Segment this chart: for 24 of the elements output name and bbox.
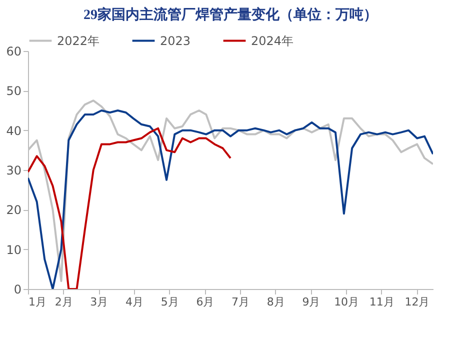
x-tick-label: 7月 bbox=[232, 296, 250, 308]
x-tick-label: 5月 bbox=[160, 296, 179, 308]
y-tick-label: 60 bbox=[6, 44, 22, 58]
chart-title: 29家国内主流管厂焊管产量变化（单位：万吨） bbox=[84, 6, 378, 23]
x-tick-label: 12月 bbox=[404, 296, 430, 308]
y-tick-label: 0 bbox=[14, 282, 22, 296]
x-tick-label: 2月 bbox=[54, 296, 73, 308]
x-tick-label: 8月 bbox=[266, 296, 285, 308]
line-series bbox=[28, 127, 232, 289]
x-tick-label: 9月 bbox=[302, 296, 320, 308]
x-tick-label: 3月 bbox=[90, 296, 108, 308]
legend-label: 2023 bbox=[160, 34, 191, 48]
y-tick-label: 10 bbox=[6, 242, 22, 257]
y-tick-label: 40 bbox=[6, 124, 22, 138]
legend-label: 2024年 bbox=[251, 34, 294, 48]
y-tick-label: 50 bbox=[6, 84, 22, 98]
x-tick-label: 1月 bbox=[28, 296, 46, 308]
legend-label: 2022年 bbox=[57, 34, 100, 48]
x-tick-label: 6月 bbox=[196, 296, 214, 308]
y-tick-label: 30 bbox=[6, 164, 22, 178]
y-tick-label: 20 bbox=[6, 203, 22, 218]
x-tick-label: 4月 bbox=[126, 296, 144, 308]
x-tick-label: 11月 bbox=[369, 296, 394, 308]
x-tick-label: 10月 bbox=[334, 296, 360, 308]
